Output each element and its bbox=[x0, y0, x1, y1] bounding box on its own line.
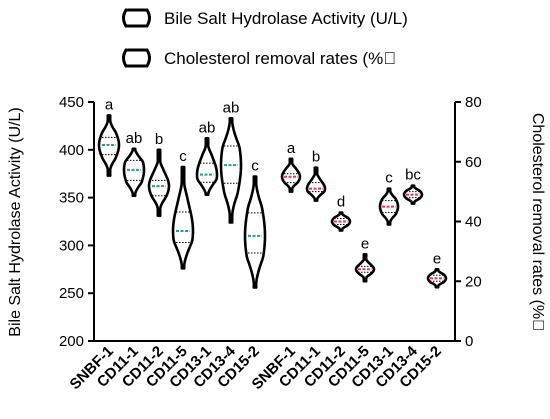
violin-chol-cd13-4 bbox=[402, 184, 424, 205]
violin-bsh-cd13-1 bbox=[195, 137, 219, 197]
right-axis-ticks: 0 20 40 60 80 bbox=[455, 94, 482, 350]
violin-outline bbox=[122, 147, 146, 197]
significance-letter: e bbox=[433, 250, 441, 267]
left-tick-label: 450 bbox=[59, 94, 84, 111]
left-tick-label: 200 bbox=[59, 333, 84, 350]
legend-entry-chol: Cholesterol removal rates (%  bbox=[164, 49, 396, 68]
violin-chol-cd13-1 bbox=[378, 187, 400, 226]
violin-outline bbox=[305, 166, 327, 202]
violin-bsh-cd13-4 bbox=[219, 116, 243, 224]
right-tick-label: 40 bbox=[465, 214, 482, 231]
violin-outline bbox=[243, 175, 267, 289]
violin-bsh-cd15-2 bbox=[243, 175, 267, 289]
significance-letter: e bbox=[361, 235, 369, 252]
left-tick-label: 350 bbox=[59, 190, 84, 207]
category-labels: SNBF-1CD11-1CD11-2CD11-5CD13-1CD13-4CD15… bbox=[67, 342, 445, 393]
violin-chol-cd11-2 bbox=[330, 211, 352, 232]
legend-violin-icon-bsh bbox=[122, 8, 151, 28]
violins bbox=[97, 114, 448, 289]
violin-outline bbox=[354, 253, 376, 283]
legend-entry-bsh: Bile Salt Hydrolase Activity (U/L) bbox=[164, 9, 408, 28]
violin-outline bbox=[219, 116, 243, 224]
right-axis-title: Cholesterol removal rates (%  bbox=[529, 113, 546, 331]
violin-outline bbox=[171, 165, 195, 270]
significance-letter: a bbox=[287, 140, 296, 157]
significance-letter: ab bbox=[223, 99, 240, 116]
significance-letter: ab bbox=[199, 119, 216, 136]
left-axis-ticks: 200 250 300 350 400 450 bbox=[59, 94, 94, 350]
significance-letter: a bbox=[105, 96, 114, 113]
violin-outline bbox=[280, 157, 302, 193]
axes bbox=[93, 102, 456, 342]
violin-chol-cd15-2 bbox=[426, 268, 448, 289]
significance-letter: c bbox=[179, 148, 187, 165]
violin-bsh-cd11-5 bbox=[171, 165, 195, 270]
violin-chol-cd11-1 bbox=[305, 166, 327, 202]
left-tick-label: 300 bbox=[59, 237, 84, 254]
violin-bsh-snbf-1 bbox=[97, 114, 121, 177]
legend-violin-icon-chol bbox=[122, 48, 151, 68]
right-tick-label: 0 bbox=[465, 333, 473, 350]
significance-letter: ab bbox=[126, 130, 143, 147]
right-tick-label: 60 bbox=[465, 154, 482, 171]
violin-chol-snbf-1 bbox=[280, 157, 302, 193]
significance-letter: c bbox=[385, 170, 393, 187]
violin-chol-cd11-5 bbox=[354, 253, 376, 283]
violin-outline bbox=[195, 137, 219, 197]
left-axis-title: Bile Salt Hydrolase Activity (U/L) bbox=[7, 107, 24, 336]
significance-letter: c bbox=[251, 158, 259, 175]
legend: Bile Salt Hydrolase Activity (U/L) Chole… bbox=[122, 8, 408, 68]
right-tick-label: 20 bbox=[465, 273, 482, 290]
significance-letter: b bbox=[312, 149, 320, 166]
right-tick-label: 80 bbox=[465, 94, 482, 111]
significance-letter: d bbox=[337, 194, 345, 211]
significance-letter: b bbox=[155, 131, 163, 148]
violin-bsh-cd11-2 bbox=[147, 148, 171, 218]
violin-outline bbox=[147, 148, 171, 218]
significance-letter: bc bbox=[405, 167, 421, 184]
left-tick-label: 250 bbox=[59, 285, 84, 302]
left-tick-label: 400 bbox=[59, 142, 84, 159]
violin-bsh-cd11-1 bbox=[122, 147, 146, 197]
